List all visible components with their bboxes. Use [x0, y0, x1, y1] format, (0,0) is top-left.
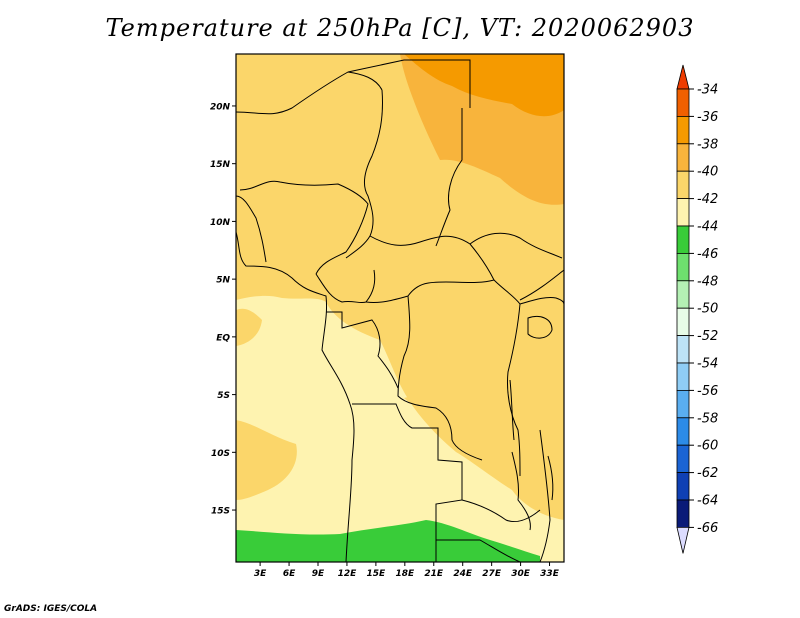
map-frame — [235, 53, 565, 563]
lake-tanganyika — [509, 379, 515, 441]
colorbar-label: -54 — [697, 357, 718, 372]
colorbar-label: -58 — [697, 411, 718, 426]
colorbar-label: -66 — [697, 521, 718, 536]
lon-tick-label: 9E — [312, 569, 325, 579]
lat-tick-label: 5N — [216, 276, 230, 286]
border-malawi — [511, 451, 531, 531]
lat-tick-label: 15N — [210, 160, 231, 170]
lake-malawi — [547, 455, 554, 501]
border-drc — [397, 295, 483, 461]
border-cameroon — [315, 269, 376, 304]
lon-tick-label: 33E — [540, 569, 560, 579]
lat-tick-label: 10S — [211, 449, 230, 459]
border-sudan — [435, 108, 463, 247]
border-congo — [326, 311, 399, 389]
colorbar-swatch — [676, 88, 690, 117]
border-south-sudan — [469, 232, 563, 259]
lon-tick-label: 15E — [367, 569, 387, 579]
lat-tick-label: 5S — [217, 391, 230, 401]
lon-tick-label: 30E — [511, 569, 531, 579]
lon-tick-label: 3E — [254, 569, 267, 579]
border-chad — [345, 89, 383, 259]
colorbar-swatch — [676, 280, 690, 309]
border-angola — [352, 403, 463, 562]
colorbar-bottom-arrow — [676, 527, 690, 554]
colorbar-swatch — [676, 444, 690, 474]
colorbar-swatch — [676, 170, 690, 199]
colorbar-swatch — [676, 116, 690, 145]
lat-tick-label: 20N — [210, 102, 231, 112]
colorbar-label: -56 — [697, 384, 718, 399]
lon-tick-label: 18E — [395, 569, 415, 579]
colorbar-label: -64 — [697, 494, 718, 509]
field-36-38 — [404, 54, 564, 117]
lat-tick-label: 10N — [210, 218, 231, 228]
colorbar-label: -60 — [697, 439, 718, 454]
field-40-42-patch-d — [512, 470, 564, 520]
colorbar-swatch — [676, 307, 690, 337]
colorbar-swatch — [676, 389, 690, 419]
lat-tick-label: EQ — [216, 333, 230, 343]
colorbar-swatch — [676, 225, 690, 254]
lon-tick-label: 12E — [338, 569, 358, 579]
colorbar-swatch — [676, 417, 690, 446]
lat-tick-label: 15S — [211, 507, 230, 517]
colorbar-label: -48 — [697, 274, 718, 289]
colorbar-label: -62 — [697, 466, 718, 481]
colorbar-swatch — [676, 472, 690, 501]
lon-tick-label: 21E — [424, 569, 444, 579]
border-namibia — [436, 539, 521, 562]
colorbar-swatch — [676, 143, 690, 172]
colorbar-swatch — [676, 499, 690, 528]
colorbar-swatch — [676, 252, 690, 282]
colorbar-label: -40 — [697, 165, 718, 180]
lon-tick-label: 6E — [283, 569, 296, 579]
border-zambia — [461, 499, 541, 523]
border-nigeria — [239, 180, 369, 275]
colorbar-label: -50 — [697, 302, 718, 317]
colorbar-label: -38 — [697, 137, 718, 152]
colorbar-label: -46 — [697, 247, 718, 262]
lake-victoria — [527, 316, 553, 339]
field-40-42-patch-a — [236, 420, 297, 500]
border-west — [236, 195, 267, 263]
colorbar-label: -36 — [697, 110, 718, 125]
colorbar-top-arrow — [676, 64, 690, 90]
latitude-axis: 20N 15N 10N 5N EQ 5S 10S 15S — [210, 102, 236, 517]
longitude-axis: 3E 6E 9E 12E 15E 18E 21E 24E 27E 30E 33E — [254, 562, 560, 579]
temperature-field — [236, 54, 564, 562]
colorbar-label: -44 — [697, 220, 718, 235]
country-borders — [236, 59, 564, 562]
grads-credit: GrADS: IGES/COLA — [4, 604, 98, 614]
lon-tick-label: 27E — [482, 569, 502, 579]
border-mozambique — [539, 429, 551, 562]
colorbar-label: -52 — [697, 329, 718, 344]
colorbar-swatch — [676, 198, 690, 227]
colorbar-swatch — [676, 335, 690, 364]
field-44-46 — [236, 520, 540, 562]
colorbar-legend: -34 -36 -38 -40 -42 -44 -46 -48 -50 -52 -54 -56 -58 -… — [676, 64, 718, 554]
field-40-42-patch-c — [404, 392, 506, 444]
field-42-44 — [236, 295, 564, 562]
border-libya-chad — [347, 59, 471, 108]
coastline — [236, 231, 355, 562]
border-niger — [236, 71, 383, 115]
colorbar-label: -42 — [697, 192, 718, 207]
field-40-42-patch-b — [236, 308, 262, 346]
colorbar-label: -34 — [697, 83, 718, 98]
border-drc-east — [493, 279, 521, 477]
border-kenya — [519, 269, 564, 301]
lon-tick-label: 24E — [453, 569, 473, 579]
colorbar-swatch — [676, 362, 690, 391]
chart-title: Temperature at 250hPa [C], VT: 202006290… — [105, 14, 695, 42]
